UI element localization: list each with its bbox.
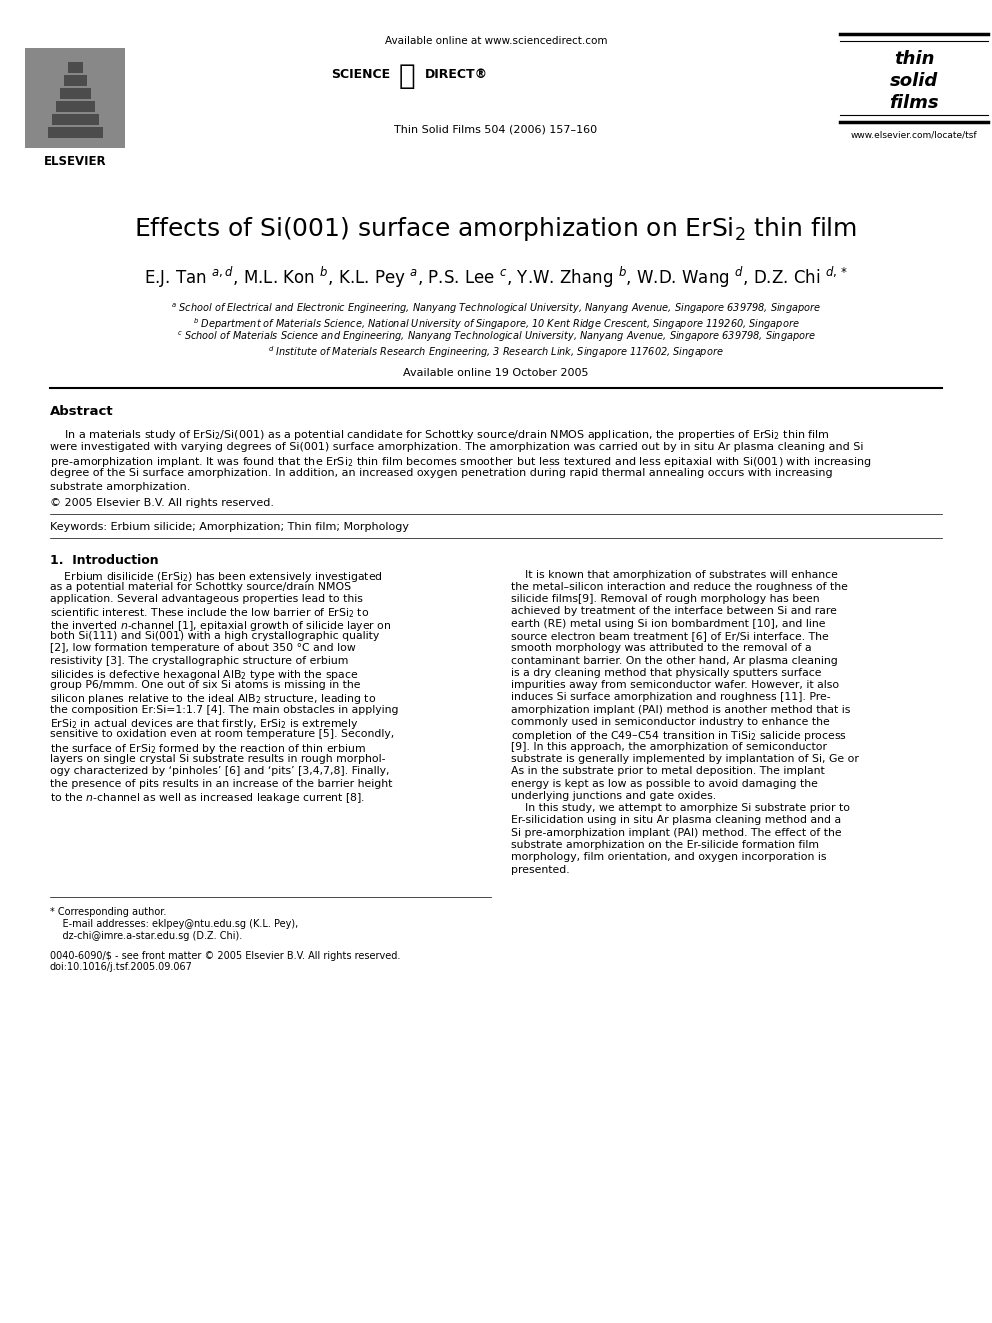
- Text: silicides is defective hexagonal AlB$_2$ type with the space: silicides is defective hexagonal AlB$_2$…: [50, 668, 358, 681]
- Text: E-mail addresses: eklpey@ntu.edu.sg (K.L. Pey),: E-mail addresses: eklpey@ntu.edu.sg (K.L…: [50, 919, 299, 929]
- Text: morphology, film orientation, and oxygen incorporation is: morphology, film orientation, and oxygen…: [511, 852, 826, 863]
- Text: the inverted $n$-channel [1], epitaxial growth of silicide layer on: the inverted $n$-channel [1], epitaxial …: [50, 619, 392, 632]
- Text: the composition Er:Si=1:1.7 [4]. The main obstacles in applying: the composition Er:Si=1:1.7 [4]. The mai…: [50, 705, 399, 714]
- Text: [2], low formation temperature of about 350 °C and low: [2], low formation temperature of about …: [50, 643, 356, 654]
- Text: the surface of ErSi$_2$ formed by the reaction of thin erbium: the surface of ErSi$_2$ formed by the re…: [50, 742, 366, 755]
- Text: Er-silicidation using in situ Ar plasma cleaning method and a: Er-silicidation using in situ Ar plasma …: [511, 815, 841, 826]
- Text: smooth morphology was attributed to the removal of a: smooth morphology was attributed to the …: [511, 643, 811, 654]
- FancyBboxPatch shape: [68, 62, 83, 73]
- Text: dz-chi@imre.a-star.edu.sg (D.Z. Chi).: dz-chi@imre.a-star.edu.sg (D.Z. Chi).: [50, 931, 242, 941]
- Text: © 2005 Elsevier B.V. All rights reserved.: © 2005 Elsevier B.V. All rights reserved…: [50, 497, 274, 508]
- Text: Erbium disilicide (ErSi$_2$) has been extensively investigated: Erbium disilicide (ErSi$_2$) has been ex…: [50, 569, 383, 583]
- Text: presented.: presented.: [511, 865, 569, 875]
- Text: In this study, we attempt to amorphize Si substrate prior to: In this study, we attempt to amorphize S…: [511, 803, 850, 814]
- Text: Abstract: Abstract: [50, 405, 114, 418]
- Text: Available online at www.sciencedirect.com: Available online at www.sciencedirect.co…: [385, 36, 607, 46]
- Text: Keywords: Erbium silicide; Amorphization; Thin film; Morphology: Keywords: Erbium silicide; Amorphization…: [50, 521, 409, 532]
- Text: 0040-6090/$ - see front matter © 2005 Elsevier B.V. All rights reserved.: 0040-6090/$ - see front matter © 2005 El…: [50, 951, 401, 960]
- Text: amorphization implant (PAI) method is another method that is: amorphization implant (PAI) method is an…: [511, 705, 850, 714]
- Text: SCIENCE: SCIENCE: [331, 67, 390, 81]
- Text: ⓐ: ⓐ: [399, 62, 416, 90]
- Text: doi:10.1016/j.tsf.2005.09.067: doi:10.1016/j.tsf.2005.09.067: [50, 962, 192, 972]
- FancyBboxPatch shape: [52, 114, 99, 124]
- Text: to the $n$-channel as well as increased leakage current [8].: to the $n$-channel as well as increased …: [50, 791, 365, 804]
- FancyBboxPatch shape: [56, 101, 95, 112]
- Text: both Si(111) and Si(001) with a high crystallographic quality: both Si(111) and Si(001) with a high cry…: [50, 631, 379, 642]
- Text: achieved by treatment of the interface between Si and rare: achieved by treatment of the interface b…: [511, 606, 837, 617]
- Text: commonly used in semiconductor industry to enhance the: commonly used in semiconductor industry …: [511, 717, 829, 728]
- Text: $^{b}$ Department of Materials Science, National University of Singapore, 10 Ken: $^{b}$ Department of Materials Science, …: [192, 316, 800, 332]
- Text: In a materials study of ErSi$_2$/Si(001) as a potential candidate for Schottky s: In a materials study of ErSi$_2$/Si(001)…: [50, 429, 830, 442]
- Text: ErSi$_2$ in actual devices are that firstly, ErSi$_2$ is extremely: ErSi$_2$ in actual devices are that firs…: [50, 717, 359, 732]
- Text: * Corresponding author.: * Corresponding author.: [50, 908, 167, 917]
- Text: thin: thin: [894, 50, 934, 67]
- Text: underlying junctions and gate oxides.: underlying junctions and gate oxides.: [511, 791, 716, 800]
- Text: Available online 19 October 2005: Available online 19 October 2005: [404, 368, 588, 378]
- Text: is a dry cleaning method that physically sputters surface: is a dry cleaning method that physically…: [511, 668, 821, 677]
- Text: the metal–silicon interaction and reduce the roughness of the: the metal–silicon interaction and reduce…: [511, 582, 848, 591]
- Text: films: films: [889, 94, 938, 112]
- Text: silicide films[9]. Removal of rough morphology has been: silicide films[9]. Removal of rough morp…: [511, 594, 819, 605]
- Text: DIRECT®: DIRECT®: [425, 67, 488, 81]
- Text: pre-amorphization implant. It was found that the ErSi$_2$ thin film becomes smoo: pre-amorphization implant. It was found …: [50, 455, 872, 468]
- Text: ogy characterized by ‘pinholes’ [6] and ‘pits’ [3,4,7,8]. Finally,: ogy characterized by ‘pinholes’ [6] and …: [50, 766, 390, 777]
- Text: E.J. Tan $^{a,d}$, M.L. Kon $^{b}$, K.L. Pey $^{a}$, P.S. Lee $^{c}$, Y.W. Zhang: E.J. Tan $^{a,d}$, M.L. Kon $^{b}$, K.L.…: [144, 265, 848, 290]
- Text: energy is kept as low as possible to avoid damaging the: energy is kept as low as possible to avo…: [511, 779, 817, 789]
- Text: contaminant barrier. On the other hand, Ar plasma cleaning: contaminant barrier. On the other hand, …: [511, 656, 838, 665]
- FancyBboxPatch shape: [48, 127, 103, 138]
- Text: $^{d}$ Institute of Materials Research Engineering, 3 Research Link, Singapore 1: $^{d}$ Institute of Materials Research E…: [268, 344, 724, 360]
- Text: Effects of Si(001) surface amorphization on ErSi$_2$ thin film: Effects of Si(001) surface amorphization…: [134, 216, 858, 243]
- FancyBboxPatch shape: [64, 75, 87, 86]
- Text: Thin Solid Films 504 (2006) 157–160: Thin Solid Films 504 (2006) 157–160: [395, 124, 597, 135]
- Text: were investigated with varying degrees of Si(001) surface amorphization. The amo: were investigated with varying degrees o…: [50, 442, 863, 451]
- Text: layers on single crystal Si substrate results in rough morphol-: layers on single crystal Si substrate re…: [50, 754, 386, 763]
- Text: solid: solid: [890, 71, 938, 90]
- Text: source electron beam treatment [6] of Er/Si interface. The: source electron beam treatment [6] of Er…: [511, 631, 828, 642]
- Text: www.elsevier.com/locate/tsf: www.elsevier.com/locate/tsf: [851, 130, 977, 139]
- Text: 1.  Introduction: 1. Introduction: [50, 553, 159, 566]
- Text: earth (RE) metal using Si ion bombardment [10], and line: earth (RE) metal using Si ion bombardmen…: [511, 619, 825, 628]
- Text: resistivity [3]. The crystallographic structure of erbium: resistivity [3]. The crystallographic st…: [50, 656, 348, 665]
- Text: ELSEVIER: ELSEVIER: [44, 155, 106, 168]
- FancyBboxPatch shape: [60, 89, 91, 99]
- Text: $^{a}$ School of Electrical and Electronic Engineering, Nanyang Technological Un: $^{a}$ School of Electrical and Electron…: [171, 302, 821, 316]
- Text: impurities away from semiconductor wafer. However, it also: impurities away from semiconductor wafer…: [511, 680, 839, 691]
- Text: group P6/mmm. One out of six Si atoms is missing in the: group P6/mmm. One out of six Si atoms is…: [50, 680, 360, 691]
- Text: substrate amorphization on the Er-silicide formation film: substrate amorphization on the Er-silici…: [511, 840, 819, 851]
- Text: [9]. In this approach, the amorphization of semiconductor: [9]. In this approach, the amorphization…: [511, 742, 827, 751]
- Text: completion of the C49–C54 transition in TiSi$_2$ salicide process: completion of the C49–C54 transition in …: [511, 729, 847, 744]
- Text: $^{c}$ School of Materials Science and Engineering, Nanyang Technological Univer: $^{c}$ School of Materials Science and E…: [177, 329, 815, 344]
- Text: substrate is generally implemented by implantation of Si, Ge or: substrate is generally implemented by im…: [511, 754, 859, 763]
- Text: degree of the Si surface amorphization. In addition, an increased oxygen penetra: degree of the Si surface amorphization. …: [50, 468, 832, 479]
- FancyBboxPatch shape: [25, 48, 125, 148]
- Text: as a potential material for Schottky source/drain NMOS: as a potential material for Schottky sou…: [50, 582, 351, 591]
- Text: sensitive to oxidation even at room temperature [5]. Secondly,: sensitive to oxidation even at room temp…: [50, 729, 394, 740]
- Text: Si pre-amorphization implant (PAI) method. The effect of the: Si pre-amorphization implant (PAI) metho…: [511, 828, 841, 837]
- Text: substrate amorphization.: substrate amorphization.: [50, 482, 190, 492]
- Text: application. Several advantageous properties lead to this: application. Several advantageous proper…: [50, 594, 363, 605]
- Text: the presence of pits results in an increase of the barrier height: the presence of pits results in an incre…: [50, 779, 393, 789]
- Text: scientific interest. These include the low barrier of ErSi$_2$ to: scientific interest. These include the l…: [50, 606, 369, 620]
- Text: It is known that amorphization of substrates will enhance: It is known that amorphization of substr…: [511, 569, 838, 579]
- Text: induces Si surface amorphization and roughness [11]. Pre-: induces Si surface amorphization and rou…: [511, 692, 830, 703]
- Text: As in the substrate prior to metal deposition. The implant: As in the substrate prior to metal depos…: [511, 766, 824, 777]
- Text: silicon planes relative to the ideal AlB$_2$ structure, leading to: silicon planes relative to the ideal AlB…: [50, 692, 376, 706]
